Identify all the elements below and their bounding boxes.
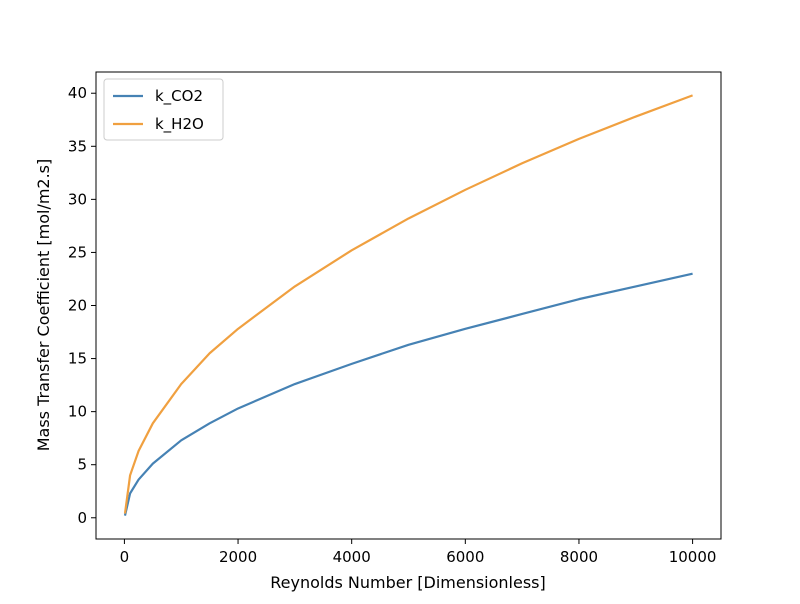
legend: k_CO2 k_H2O [103,78,224,141]
x-tick-label: 4000 [333,548,371,566]
y-tick-label: 0 [77,509,87,527]
y-tick-label: 20 [68,297,87,315]
x-tick-label: 0 [120,548,130,566]
legend-label-k-co2: k_CO2 [155,87,203,106]
x-axis-label: Reynolds Number [Dimensionless] [270,573,546,592]
series-layer [123,94,693,516]
x-tick-label: 2000 [219,548,257,566]
y-axis-label: Mass Transfer Coefficient [mol/m2.s] [34,159,53,452]
y-tick-label: 35 [68,137,87,155]
y-tick-label: 10 [68,403,87,421]
x-tick-label: 8000 [560,548,598,566]
x-axis-ticks: 0 2000 4000 6000 8000 10000 [120,539,717,566]
x-tick-label: 10000 [669,548,717,566]
y-tick-label: 40 [68,84,87,102]
series-line-k-co2 [123,272,693,516]
series-line-k-h2o [123,94,693,514]
x-tick-label: 6000 [446,548,484,566]
y-tick-label: 5 [77,456,87,474]
y-axis-ticks: 0 5 10 15 20 25 30 35 40 [68,84,96,527]
y-tick-label: 15 [68,350,87,368]
y-tick-label: 30 [68,190,87,208]
legend-label-k-h2o: k_H2O [155,115,204,134]
plot-area [95,71,722,540]
y-tick-label: 25 [68,243,87,261]
